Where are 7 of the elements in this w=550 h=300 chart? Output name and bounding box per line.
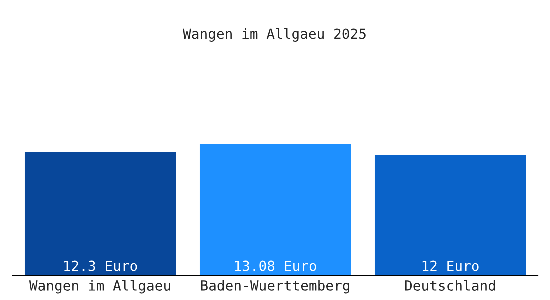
data-label: 13.08 Euro xyxy=(235,260,316,272)
x-tick-label: Wangen im Allgaeu xyxy=(29,280,170,294)
data-label: 12 Euro xyxy=(422,260,479,272)
x-tick-label: Baden-Wuerttemberg xyxy=(201,280,350,294)
x-tick-label: Deutschland xyxy=(405,280,496,291)
chart-title: Wangen im Allgaeu 2025 xyxy=(183,28,366,42)
data-label: 12.3 Euro xyxy=(64,260,138,272)
